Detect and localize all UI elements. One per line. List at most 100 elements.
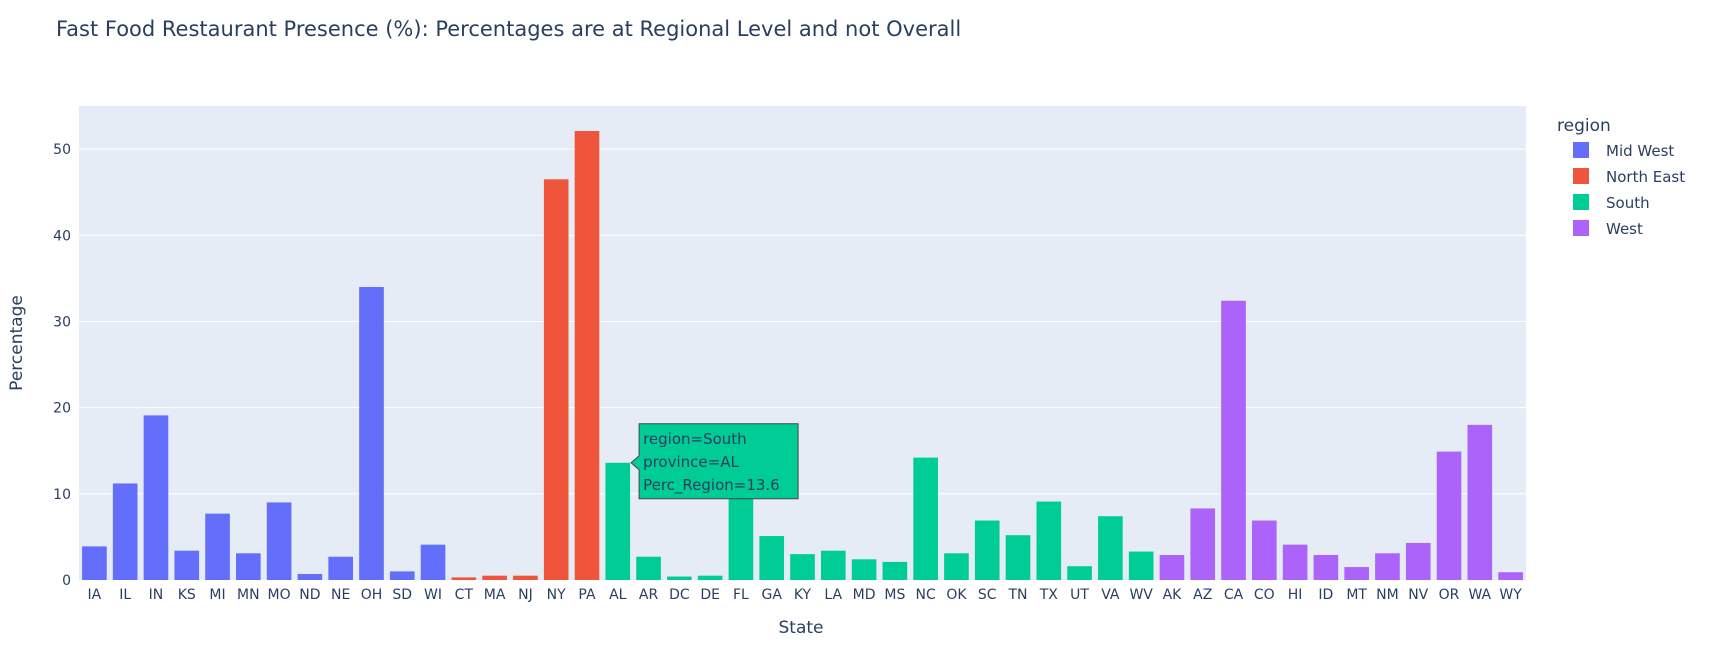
- bar-id[interactable]: [1313, 555, 1339, 580]
- bar-ky[interactable]: [790, 554, 815, 580]
- x-tick-label: NE: [331, 587, 350, 603]
- bar-mn[interactable]: [236, 553, 261, 580]
- bar-ks[interactable]: [174, 550, 200, 580]
- tooltip-line: province=AL: [643, 453, 739, 471]
- bar-co[interactable]: [1251, 520, 1277, 580]
- x-tick-label: AZ: [1193, 587, 1212, 603]
- y-tick-label: 40: [53, 228, 71, 244]
- bar-in[interactable]: [143, 415, 169, 580]
- bar-wv[interactable]: [1128, 551, 1154, 580]
- y-tick-label: 30: [53, 314, 71, 330]
- x-tick-label: AR: [639, 587, 659, 603]
- bar-tn[interactable]: [1005, 535, 1031, 580]
- y-tick-label: 50: [53, 142, 71, 158]
- y-tick-label: 20: [53, 401, 71, 417]
- bar-va[interactable]: [1098, 516, 1123, 580]
- bar-ct[interactable]: [451, 577, 477, 580]
- plot-area: [79, 106, 1526, 580]
- bar-ne[interactable]: [328, 556, 354, 580]
- bar-mi[interactable]: [205, 513, 230, 580]
- legend-swatch: [1573, 168, 1589, 184]
- bar-nd[interactable]: [297, 573, 323, 580]
- x-tick-label: NJ: [518, 587, 533, 603]
- bar-mo[interactable]: [266, 502, 292, 580]
- bar-md[interactable]: [851, 559, 877, 580]
- bar-ut[interactable]: [1067, 566, 1092, 580]
- bar-ma[interactable]: [482, 575, 507, 580]
- x-tick-label: TN: [1007, 587, 1027, 603]
- bar-ms[interactable]: [882, 561, 908, 580]
- bar-al[interactable]: [605, 462, 631, 580]
- x-tick-label: NC: [916, 587, 936, 603]
- x-tick-label: KY: [794, 587, 812, 603]
- tooltip-line: region=South: [643, 430, 747, 448]
- x-tick-label: HI: [1288, 587, 1303, 603]
- chart-title: Fast Food Restaurant Presence (%): Perce…: [56, 17, 961, 41]
- bar-or[interactable]: [1436, 451, 1462, 580]
- legend: region Mid West North East South West: [1557, 116, 1685, 238]
- bar-hi[interactable]: [1282, 544, 1308, 580]
- x-tick-label: AL: [609, 587, 627, 603]
- x-tick-label: NY: [547, 587, 566, 603]
- bar-ar[interactable]: [636, 556, 661, 580]
- legend-swatch: [1573, 220, 1589, 236]
- bar-sd[interactable]: [389, 571, 415, 580]
- x-tick-label: WV: [1129, 587, 1153, 603]
- bar-pa[interactable]: [574, 130, 600, 580]
- bar-wy[interactable]: [1498, 572, 1523, 580]
- bar-nv[interactable]: [1405, 542, 1431, 580]
- x-tick-label: LA: [824, 587, 842, 603]
- x-tick-label: SC: [978, 587, 997, 603]
- bar-dc[interactable]: [667, 576, 692, 580]
- bar-az[interactable]: [1190, 508, 1216, 580]
- legend-item[interactable]: West: [1573, 220, 1643, 238]
- bar-tx[interactable]: [1036, 501, 1062, 580]
- bar-fl[interactable]: [728, 486, 754, 580]
- bar-de[interactable]: [697, 575, 723, 580]
- bar-sc[interactable]: [974, 520, 1000, 580]
- bar-ok[interactable]: [944, 553, 969, 580]
- bar-wa[interactable]: [1467, 424, 1493, 580]
- x-tick-label: IA: [88, 587, 102, 603]
- legend-swatch: [1573, 142, 1589, 158]
- x-tick-label: WI: [424, 587, 442, 603]
- legend-item[interactable]: South: [1573, 194, 1650, 212]
- x-tick-label: MI: [209, 587, 225, 603]
- x-tick-label: IN: [149, 587, 164, 603]
- bar-nm[interactable]: [1375, 553, 1400, 580]
- x-tick-label: IL: [119, 587, 131, 603]
- y-tick-label: 0: [62, 573, 71, 589]
- x-tick-label: MO: [268, 587, 291, 603]
- x-tick-label: CT: [455, 587, 474, 603]
- legend-item[interactable]: North East: [1573, 168, 1685, 186]
- legend-label: North East: [1606, 168, 1685, 186]
- x-tick-label: FL: [733, 587, 749, 603]
- bar-oh[interactable]: [359, 286, 384, 580]
- x-tick-label: CO: [1254, 587, 1275, 603]
- x-tick-label: MS: [884, 587, 905, 603]
- bar-ny[interactable]: [543, 179, 569, 580]
- legend-swatch: [1573, 194, 1589, 210]
- bar-il[interactable]: [112, 483, 138, 580]
- bar-la[interactable]: [820, 550, 846, 580]
- x-tick-label: VA: [1101, 587, 1120, 603]
- legend-item[interactable]: Mid West: [1573, 142, 1674, 160]
- bar-ga[interactable]: [759, 536, 785, 580]
- bar-mt[interactable]: [1344, 567, 1369, 580]
- bar-nc[interactable]: [913, 457, 938, 580]
- bar-ak[interactable]: [1159, 555, 1185, 580]
- legend-label: South: [1606, 194, 1650, 212]
- bar-ia[interactable]: [82, 546, 107, 580]
- hover-tooltip: region=South province=AL Perc_Region=13.6: [630, 423, 799, 500]
- bar-ca[interactable]: [1221, 300, 1246, 580]
- x-tick-label: WA: [1468, 587, 1491, 603]
- bar-wi[interactable]: [420, 544, 446, 580]
- x-tick-label: AK: [1163, 587, 1183, 603]
- x-tick-label: KS: [178, 587, 196, 603]
- x-tick-label: OH: [361, 587, 383, 603]
- x-tick-label: OR: [1439, 587, 1460, 603]
- bar-nj[interactable]: [513, 575, 538, 580]
- x-tick-label: SD: [392, 587, 412, 603]
